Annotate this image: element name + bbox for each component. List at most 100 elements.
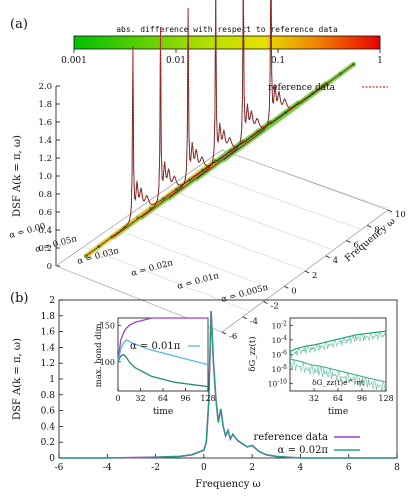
inset-left-series-line [117, 339, 209, 366]
panel-a-spectrum [140, 7, 271, 218]
panel-b-ytick-label: 0.4 [41, 422, 56, 432]
panel-b-ytick-label: 0.6 [41, 407, 56, 417]
panel-a-spectrum [113, 27, 244, 238]
panel-a-depth-tick-label: 4 [333, 256, 338, 266]
panel-b-ylabel: DSF A(k = π, ω) [12, 338, 23, 420]
panel-a-spectrum [196, 0, 327, 180]
panel-b-xtick-label: 0 [201, 463, 207, 473]
panel-a-depth-axis: -6 -4 -2 0 2 4 6 8 10 [221, 209, 406, 342]
panel-a-depth-tick-label: 0 [291, 286, 296, 296]
panel-label-a: (a) [10, 17, 28, 32]
panel-a-depth-tick [367, 224, 372, 228]
inset-left-xtick-label: 128 [200, 394, 215, 403]
panel-b-xtick-label: -2 [151, 463, 160, 473]
panel-a-series-label: α = 0.00 [8, 222, 47, 241]
panel-a-depth-tick [346, 240, 351, 243]
panel-label-b: (b) [10, 291, 28, 306]
inset-right-xtick-label: 128 [378, 394, 393, 403]
panel-b-xtick-label: -6 [55, 463, 64, 473]
inset-right-ytick-label: 10-8 [272, 364, 288, 374]
panel-a-depth-tick-label: 2 [312, 271, 317, 281]
panel-a-ytick-label: 0.8 [38, 190, 52, 200]
panel-a-depth-tick [325, 255, 330, 259]
panel-a-spectrum [223, 0, 354, 160]
colorbar-tick-label: 0.01 [166, 56, 186, 66]
panel-a-depth-tick-label: 8 [374, 225, 379, 235]
inset-left-xtick-label: 0 [115, 394, 120, 403]
panel-a-ytick-label: 0.6 [38, 208, 52, 218]
panel-a-ytick-label: 0 [47, 262, 52, 272]
panel-b-ytick-label: 1.6 [41, 328, 56, 338]
panel-a-depth-tick [221, 331, 227, 335]
panel-a-depth-tick [304, 270, 310, 274]
panel-a-depth-tick [387, 209, 393, 213]
colorbar-tick-label: 0.001 [61, 56, 87, 66]
panel-a-depth-tick [242, 316, 247, 320]
panel-b-legend: reference data α = 0.02π [254, 432, 360, 456]
colorbar-tick-label: 1 [377, 56, 383, 66]
panel-b-xtick-label: 6 [346, 463, 352, 473]
panel-a-spectrum [85, 46, 216, 257]
panel-b-series-line [59, 311, 397, 459]
panel-a-ytick-label: 1.6 [38, 118, 52, 128]
inset-right-noise [289, 331, 387, 358]
inset-left-xtick-label: 32 [135, 394, 145, 403]
panel-b-ytick-label: 1.2 [41, 359, 55, 369]
inset-right-ytick-label: 10-2 [272, 320, 288, 330]
panel-a-legend-label: reference data [268, 83, 336, 93]
inset-right-ylabel: δG_zz(t) [247, 336, 258, 371]
panel-a-spectrum [168, 0, 299, 199]
panel-a-ytick-label: 0.4 [38, 226, 52, 236]
inset-left-ylabel: max. bond dim. [94, 321, 104, 387]
panel-b-ytick-label: 0.2 [41, 438, 55, 448]
inset-left-series-line [117, 317, 208, 362]
panel-a-depth-tick [284, 285, 289, 289]
panel-a-ytick-label: 1.0 [38, 172, 52, 182]
inset-right-ytick-label: 10-6 [272, 350, 288, 360]
inset-left-series-line [117, 353, 209, 388]
colorbar-label: abs. difference with respect to referenc… [116, 25, 338, 34]
panel-a-legend: reference data [268, 83, 388, 93]
inset-right-series-line [289, 330, 387, 353]
panel-a-depth-tick-label: 10 [395, 210, 406, 220]
panel-a-depth-tick-label: -6 [229, 332, 237, 342]
panel-a-ylabel: DSF A(k = π, ω) [12, 135, 23, 217]
inset-left-ytick-label: 150 [100, 321, 115, 330]
inset-left-xtick-label: 96 [180, 394, 190, 403]
inset-bond-dim: 0 32 64 96 128 100 150 max. bond dim. time α =… [94, 317, 216, 417]
panel-b-xtick-label: -4 [103, 463, 112, 473]
panel-a-series-label: α = 0.02π [130, 258, 174, 279]
panel-b-xtick-label: 2 [249, 463, 255, 473]
panel-a-series-label: α = 0.01π [176, 271, 220, 292]
inset-left-xlabel: time [153, 407, 173, 417]
inset-right-ytick-label: 10-4 [272, 335, 288, 345]
inset-left-annotation: α = 0.01π [130, 341, 181, 352]
panel-a-depth-tick-label: 6 [354, 241, 359, 251]
inset-right-noise [289, 359, 387, 392]
panel-b-ytick-label: 1.4 [41, 343, 56, 353]
inset-right-xtick-label: 96 [357, 394, 367, 403]
inset-right-annotation: δG_zz(t)e^-ηt [312, 378, 364, 387]
panel-a-ytick-label: 2.0 [38, 82, 52, 92]
panel-b-xtick-label: 8 [394, 463, 400, 473]
panel-b-legend-alpha: α = 0.02π [278, 445, 329, 456]
inset-right-xtick-label: 32 [309, 394, 319, 403]
panel-a-ytick-label: 0.2 [38, 244, 52, 254]
panel-b-plot: -6 -4 -2 0 2 4 6 8 0 0.2 0.4 0.6 0.8 1 1.2 1.4 1.6 1.8 2 D… [12, 296, 400, 490]
colorbar-tick-label: 0.1 [271, 56, 285, 66]
inset-left-xtick-label: 64 [158, 394, 168, 403]
panel-b-ytick-label: 1 [49, 375, 55, 385]
panel-b-xlabel: Frequency ω [195, 479, 260, 490]
panel-b-ytick-label: 0 [49, 454, 55, 464]
panel-b-ytick-label: 0.8 [41, 391, 56, 401]
colorbar: abs. difference with respect to referenc… [61, 25, 383, 66]
panel-b-legend-ref: reference data [254, 432, 329, 443]
panel-a-ytick-label: 1.2 [38, 154, 52, 164]
colorbar-gradient [73, 35, 381, 50]
panel-b-ytick-label: 1.8 [41, 312, 56, 322]
inset-right-ytick-label: 10-10 [268, 379, 287, 389]
panel-a-series-label: α = 0.005π [220, 283, 270, 305]
inset-left-ytick-label: 100 [100, 358, 115, 367]
